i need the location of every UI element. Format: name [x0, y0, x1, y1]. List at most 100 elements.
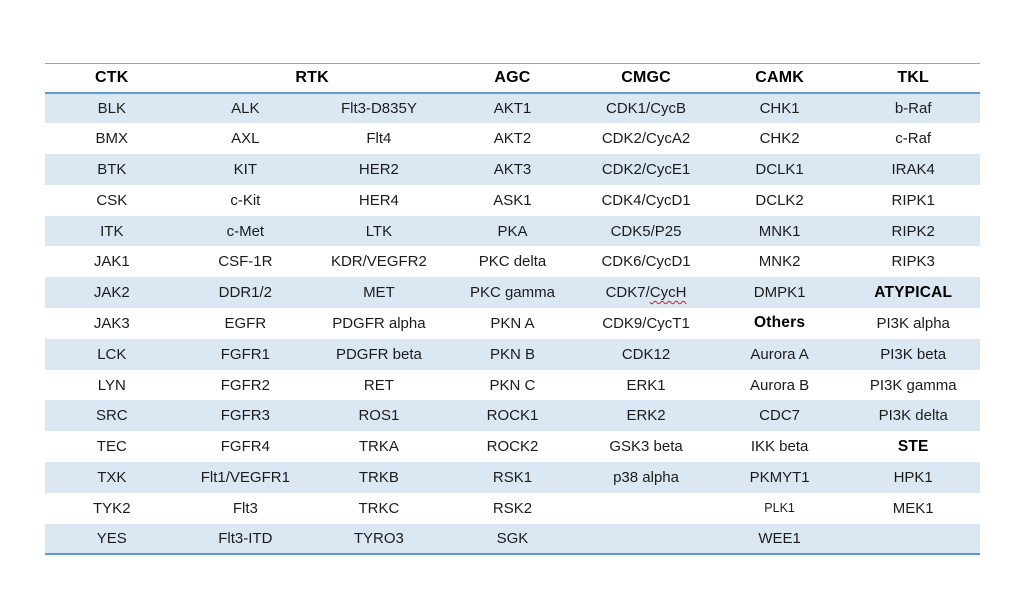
- column-header-ctk: CTK: [45, 63, 179, 94]
- table-cell: PKA: [497, 222, 528, 240]
- table-cell: ROCK1: [486, 407, 539, 425]
- table-cell: BTK: [97, 160, 127, 178]
- table-cell: MET: [363, 284, 395, 302]
- table-cell: [846, 524, 980, 555]
- table-cell: PKC delta: [478, 253, 547, 271]
- table-cell: GSK3 beta: [609, 438, 683, 456]
- table-row: CSK c-Kit HER4 ASK1 CDK4/CycD1 DCLK2 RIPK1: [45, 185, 980, 216]
- table-row: JAK3 EGFR PDGFR alpha PKN A CDK9/CycT1 Others…: [45, 308, 980, 339]
- table-cell: CHK2: [759, 130, 800, 148]
- table-cell: BLK: [97, 99, 126, 117]
- table-row: JAK2 DDR1/2 MET PKC gamma CDK7/CycH DMPK1 ATYP…: [45, 277, 980, 309]
- table-row: JAK1 CSF-1R KDR/VEGFR2 PKC delta CDK6/CycD1 M…: [45, 246, 980, 277]
- table-cell: JAK1: [93, 253, 130, 271]
- table-cell: PKN B: [489, 345, 535, 363]
- table-cell: CDK1/CycB: [606, 99, 687, 117]
- table-cell: c-Met: [226, 222, 265, 240]
- table-body: BLK ALK Flt3-D835Y AKT1 CDK1/CycB CHK1 b-Raf BM…: [45, 92, 980, 555]
- kinase-family-table: CTK RTK AGC CMGC CAMK TKL BLK ALK Flt3-D835Y AKT…: [45, 63, 980, 556]
- column-header-agc: AGC: [445, 63, 580, 94]
- table-cell: LYN: [97, 376, 126, 394]
- table-cell: DMPK1: [753, 284, 806, 302]
- table-cell: ERK2: [626, 407, 666, 425]
- table-cell: DDR1/2: [218, 284, 273, 302]
- column-header-cmgc: CMGC: [579, 63, 713, 94]
- table-cell: EGFR: [224, 314, 267, 332]
- table-cell: CDK5/P25: [610, 222, 682, 240]
- table-cell: PKMYT1: [749, 468, 810, 486]
- table-row: BTK KIT HER2 AKT3 CDK2/CycE1 DCLK1 IRAK4: [45, 154, 980, 185]
- table-cell: CDK12: [621, 345, 671, 363]
- table-cell: Flt3: [232, 499, 258, 517]
- table-cell: PKN A: [490, 314, 535, 332]
- table-cell: SGK: [496, 530, 529, 548]
- table-cell: [579, 524, 713, 555]
- table-cell: CSK: [96, 191, 128, 209]
- table-row: BMX AXL Flt4 AKT2 CDK2/CycA2 CHK2 c-Raf: [45, 123, 980, 154]
- table-cell: KDR/VEGFR2: [330, 253, 427, 271]
- table-cell: KIT: [233, 160, 258, 178]
- table-cell: PLK1: [764, 501, 795, 516]
- table-cell: IRAK4: [891, 160, 935, 178]
- table-cell: PI3K alpha: [876, 314, 950, 332]
- table-cell: TXK: [97, 468, 127, 486]
- table-cell: LTK: [365, 222, 393, 240]
- table-cell: FGFR4: [220, 438, 270, 456]
- table-cell: PDGFR alpha: [332, 314, 426, 332]
- column-header-rtk: RTK: [178, 63, 446, 94]
- table-cell: TEC: [96, 438, 127, 456]
- table-row: SRC FGFR3 ROS1 ROCK1 ERK2 CDC7 PI3K delta: [45, 400, 980, 432]
- column-header-camk: CAMK: [712, 63, 847, 94]
- table-cell: BMX: [95, 130, 129, 148]
- table-cell: ROS1: [358, 407, 400, 425]
- table-cell: AKT3: [493, 160, 532, 178]
- table-header-row: CTK RTK AGC CMGC CAMK TKL: [45, 63, 980, 94]
- table-cell: YES: [96, 530, 127, 548]
- table-cell: CDK7/CycH: [579, 277, 713, 308]
- table-row: TYK2 Flt3 TRKC RSK2 PLK1 MEK1: [45, 493, 980, 524]
- table-cell: MEK1: [892, 499, 934, 517]
- table-cell: PI3K delta: [878, 407, 948, 425]
- table-cell: Aurora A: [750, 345, 809, 363]
- table-cell: TRKB: [358, 468, 399, 486]
- table-cell: JAK2: [93, 284, 130, 302]
- table-cell: CSF-1R: [218, 253, 273, 271]
- table-cell: Aurora B: [749, 376, 810, 394]
- table-cell: FGFR1: [220, 345, 270, 363]
- table-cell: CDK2/CycE1: [601, 160, 691, 178]
- table-cell: Flt4: [366, 130, 392, 148]
- table-cell: ROCK2: [486, 438, 539, 456]
- table-cell: TRKA: [358, 438, 399, 456]
- table-cell: c-Kit: [230, 191, 261, 209]
- table-cell: IKK beta: [750, 438, 809, 456]
- table-cell: PI3K gamma: [869, 376, 957, 394]
- table-cell: Flt3-ITD: [218, 530, 273, 548]
- table-cell: p38 alpha: [613, 468, 679, 486]
- table-cell: LCK: [97, 345, 127, 363]
- table-cell: WEE1: [758, 530, 801, 548]
- table-cell: RET: [363, 376, 394, 394]
- table-row: TEC FGFR4 TRKA ROCK2 GSK3 beta IKK beta STE: [45, 431, 980, 462]
- table-cell: PKC gamma: [469, 284, 555, 302]
- table-cell: FGFR3: [220, 407, 270, 425]
- table-row: BLK ALK Flt3-D835Y AKT1 CDK1/CycB CHK1 b-Raf: [45, 92, 980, 124]
- table-cell: AKT2: [493, 130, 532, 148]
- table-cell: CDK4/CycD1: [601, 191, 691, 209]
- table-cell: AKT1: [493, 99, 532, 117]
- table-cell: FGFR2: [220, 376, 270, 394]
- table-cell: PI3K beta: [880, 345, 947, 363]
- table-cell: ATYPICAL: [874, 283, 953, 301]
- table-row: LCK FGFR1 PDGFR beta PKN B CDK12 Aurora A PI3K…: [45, 338, 980, 370]
- table-cell: AXL: [231, 130, 260, 148]
- misspelled-text: CycH: [649, 284, 687, 302]
- column-header-tkl: TKL: [846, 63, 980, 94]
- table-cell: ALK: [231, 99, 260, 117]
- table-cell: [579, 493, 713, 524]
- table-cell: CHK1: [759, 99, 800, 117]
- table-cell: DCLK1: [755, 160, 804, 178]
- table-cell: ASK1: [493, 191, 532, 209]
- table-cell: STE: [897, 437, 929, 455]
- table-cell: c-Raf: [895, 130, 932, 148]
- table-cell: RIPK2: [891, 222, 935, 240]
